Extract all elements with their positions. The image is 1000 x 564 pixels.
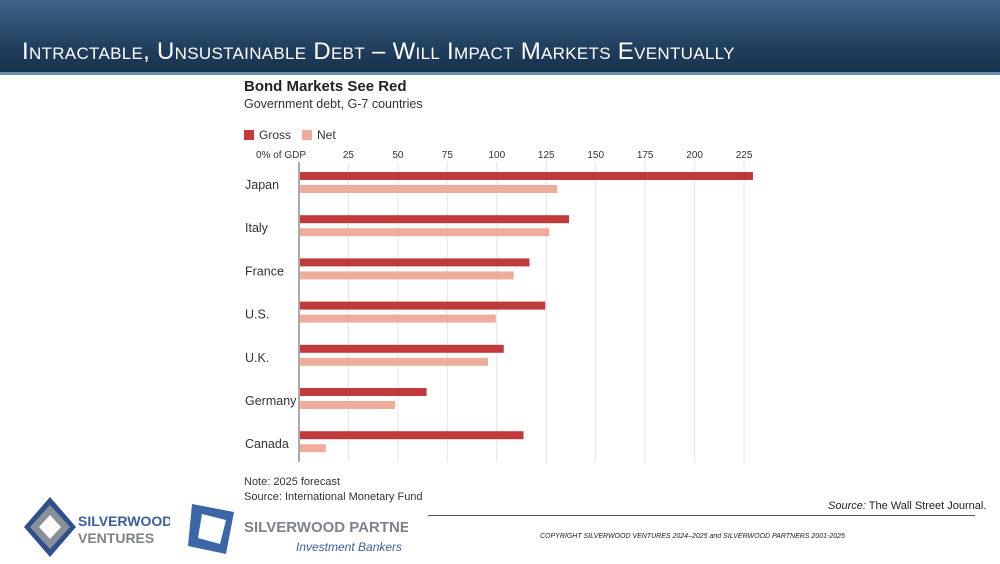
tick-label: 175 — [637, 150, 654, 161]
svg-text:SILVERWOOD: SILVERWOOD — [78, 513, 170, 529]
tick-label: 100 — [488, 150, 505, 161]
bar-gross — [300, 301, 546, 310]
footer-rule — [428, 515, 975, 516]
category-label: U.S. — [245, 308, 269, 322]
tick-label: 50 — [392, 150, 404, 161]
legend-label: Gross — [259, 128, 292, 142]
bar-net — [300, 228, 550, 237]
category-label: Japan — [245, 178, 279, 192]
bar-net — [300, 314, 496, 323]
category-label: U.K. — [245, 351, 269, 365]
bar-net — [300, 357, 488, 366]
chart-note: Note: 2025 forecast — [244, 476, 341, 488]
legend-swatch-net — [302, 130, 312, 140]
chart-title: Bond Markets See Red — [244, 78, 407, 95]
tick-label: 25 — [343, 150, 355, 161]
source-label: Source: — [828, 500, 866, 512]
svg-text:SILVERWOOD PARTNERS: SILVERWOOD PARTNERS — [244, 519, 408, 536]
silverwood-partners-logo: SILVERWOOD PARTNERS Investment Bankers — [188, 500, 431, 561]
source-text: The Wall Street Journal. — [865, 500, 987, 512]
legend-net: Net — [302, 128, 336, 142]
category-label: Italy — [245, 221, 269, 235]
header-band — [0, 0, 1000, 72]
tick-label: 150 — [587, 150, 604, 161]
tick-label: 225 — [736, 150, 753, 161]
tick-label: 75 — [442, 150, 454, 161]
tick-label: 125 — [538, 150, 555, 161]
bar-gross — [300, 344, 504, 353]
tick-label: 0% of GDP — [256, 150, 306, 161]
copyright: COPYRIGHT SILVERWOOD VENTURES 2024–2025 … — [540, 533, 845, 540]
bar-gross — [300, 388, 427, 396]
chart-source: Source: International Monetary Fund — [244, 491, 423, 503]
chart-subtitle: Government debt, G-7 countries — [244, 97, 423, 111]
category-label: France — [245, 264, 284, 278]
slide-source: Source: The Wall Street Journal. — [828, 500, 986, 512]
tick-label: 200 — [686, 150, 703, 161]
bar-net — [300, 271, 514, 280]
legend-swatch-gross — [244, 130, 254, 140]
header-divider — [0, 72, 1000, 75]
bar-gross — [300, 215, 570, 224]
legend-gross: Gross — [244, 128, 291, 142]
bar-net — [300, 401, 395, 409]
legend-label: Net — [317, 128, 336, 142]
category-label: Germany — [245, 394, 297, 408]
svg-text:VENTURES: VENTURES — [78, 530, 154, 546]
svg-text:Investment Bankers: Investment Bankers — [296, 540, 402, 554]
bar-gross — [300, 258, 530, 267]
silverwood-ventures-logo: SILVERWOOD VENTURES — [20, 495, 172, 564]
bar-gross — [300, 431, 524, 440]
slide-title: Intractable, Unsustainable Debt – Will I… — [22, 38, 735, 65]
category-label: Canada — [245, 437, 289, 451]
bar-gross — [300, 172, 753, 180]
bar-net — [300, 185, 558, 193]
bar-net — [300, 444, 326, 453]
